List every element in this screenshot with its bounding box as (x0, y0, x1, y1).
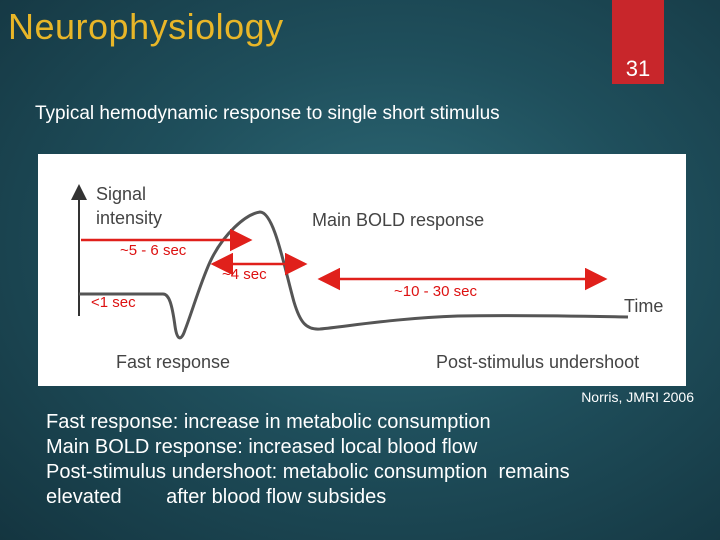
annotation-lt1-sec: <1 sec (91, 294, 136, 311)
annotation-5-6-sec: ~5 - 6 sec (120, 242, 187, 259)
slide-subtitle: Typical hemodynamic response to single s… (35, 103, 500, 124)
explanation-line: Fast response: increase in metabolic con… (46, 411, 491, 433)
page-number-badge: 31 (612, 0, 664, 84)
fast-response-label: Fast response (116, 352, 230, 372)
annotation-4-sec: ~4 sec (222, 266, 267, 283)
hemodynamic-response-curve (162, 210, 629, 340)
post-stimulus-undershoot-label: Post-stimulus undershoot (436, 352, 639, 372)
annotation-10-30-sec: ~10 - 30 sec (394, 283, 477, 300)
explanation-list: Fast response: increase in metabolic con… (46, 410, 706, 510)
time-axis-label: Time (624, 296, 663, 316)
explanation-line: Main BOLD response: increased local bloo… (46, 436, 478, 458)
page-number: 31 (625, 56, 651, 81)
main-bold-response-label: Main BOLD response (312, 210, 484, 230)
y-axis-label-line2: intensity (96, 208, 162, 228)
figure-canvas: Signal intensity Main BOLD response Time… (71, 184, 663, 372)
explanation-line: Post-stimulus undershoot: metabolic cons… (46, 461, 570, 483)
slide-title: Neurophysiology (8, 6, 284, 47)
hemodynamic-response-figure: Signal intensity Main BOLD response Time… (38, 154, 686, 386)
citation: Norris, JMRI 2006 (581, 389, 694, 405)
y-axis-label-line1: Signal (96, 184, 146, 204)
explanation-line: elevated after blood flow subsides (46, 486, 387, 508)
